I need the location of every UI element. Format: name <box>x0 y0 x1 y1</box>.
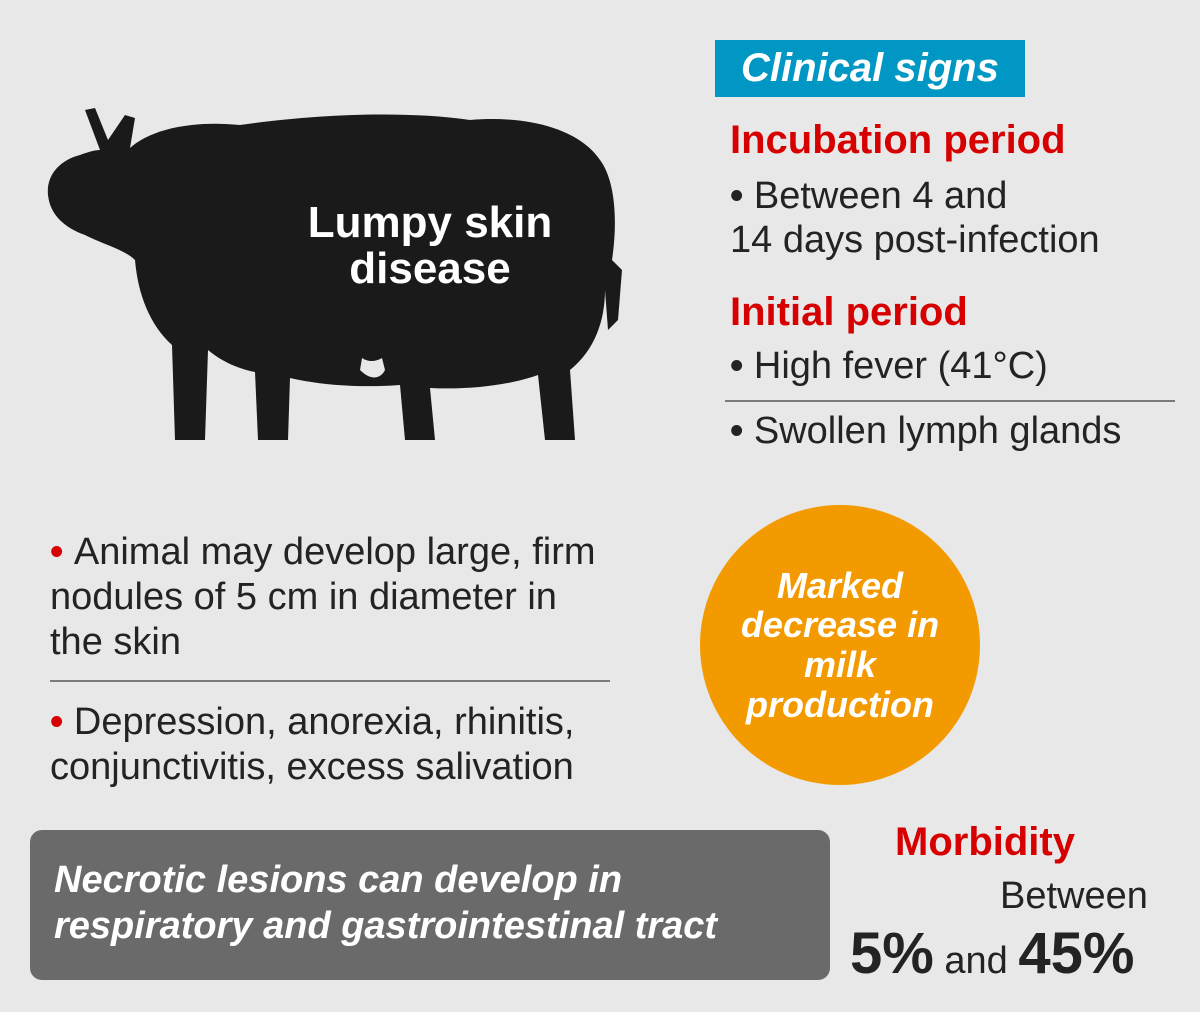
necrotic-lesions-box: Necrotic lesions can develop in respirat… <box>30 830 830 980</box>
bullet-icon: • <box>50 531 74 573</box>
initial-glands-text: Swollen lymph glands <box>754 410 1122 452</box>
incubation-item: • Between 4 and 14 days post-infection <box>730 175 1160 262</box>
left-symptoms-text: Depression, anorexia, rhinitis, conjunct… <box>50 701 574 788</box>
cow-silhouette: Lumpy skin disease <box>30 60 650 460</box>
initial-item-glands: • Swollen lymph glands <box>730 410 1121 453</box>
circle-text: Marked decrease in milk production <box>720 566 960 724</box>
divider <box>725 400 1175 402</box>
morbidity-low: 5% <box>850 921 934 986</box>
bullet-icon: • <box>50 701 74 743</box>
morbidity-values: 5% and 45% <box>850 920 1134 987</box>
morbidity-between: Between <box>1000 875 1148 918</box>
initial-item-fever: • High fever (41°C) <box>730 345 1048 388</box>
bullet-icon: • <box>730 175 754 217</box>
left-nodules-text: Animal may develop large, firm nodules o… <box>50 531 596 663</box>
left-note-symptoms: • Depression, anorexia, rhinitis, conjun… <box>50 700 670 790</box>
clinical-signs-banner: Clinical signs <box>715 40 1025 97</box>
initial-heading: Initial period <box>730 290 968 335</box>
morbidity-high: 45% <box>1018 921 1134 986</box>
morbidity-and: and <box>944 940 1007 982</box>
bullet-icon: • <box>730 410 754 452</box>
bullet-icon: • <box>730 345 754 387</box>
disease-title: Lumpy skin disease <box>280 200 580 292</box>
divider <box>50 680 610 682</box>
left-note-nodules: • Animal may develop large, firm nodules… <box>50 530 610 664</box>
milk-production-circle: Marked decrease in milk production <box>700 505 980 785</box>
morbidity-heading: Morbidity <box>895 820 1075 865</box>
initial-fever-text: High fever (41°C) <box>754 345 1048 387</box>
incubation-heading: Incubation period <box>730 118 1066 163</box>
footer-text: Necrotic lesions can develop in respirat… <box>54 859 717 947</box>
incubation-text: Between 4 and 14 days post-infection <box>730 175 1100 261</box>
